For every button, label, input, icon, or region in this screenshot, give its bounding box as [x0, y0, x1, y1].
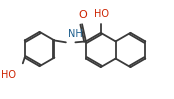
Text: NH: NH [68, 30, 82, 40]
Text: HO: HO [94, 10, 109, 20]
Text: O: O [79, 10, 87, 20]
Text: HO: HO [1, 70, 16, 80]
